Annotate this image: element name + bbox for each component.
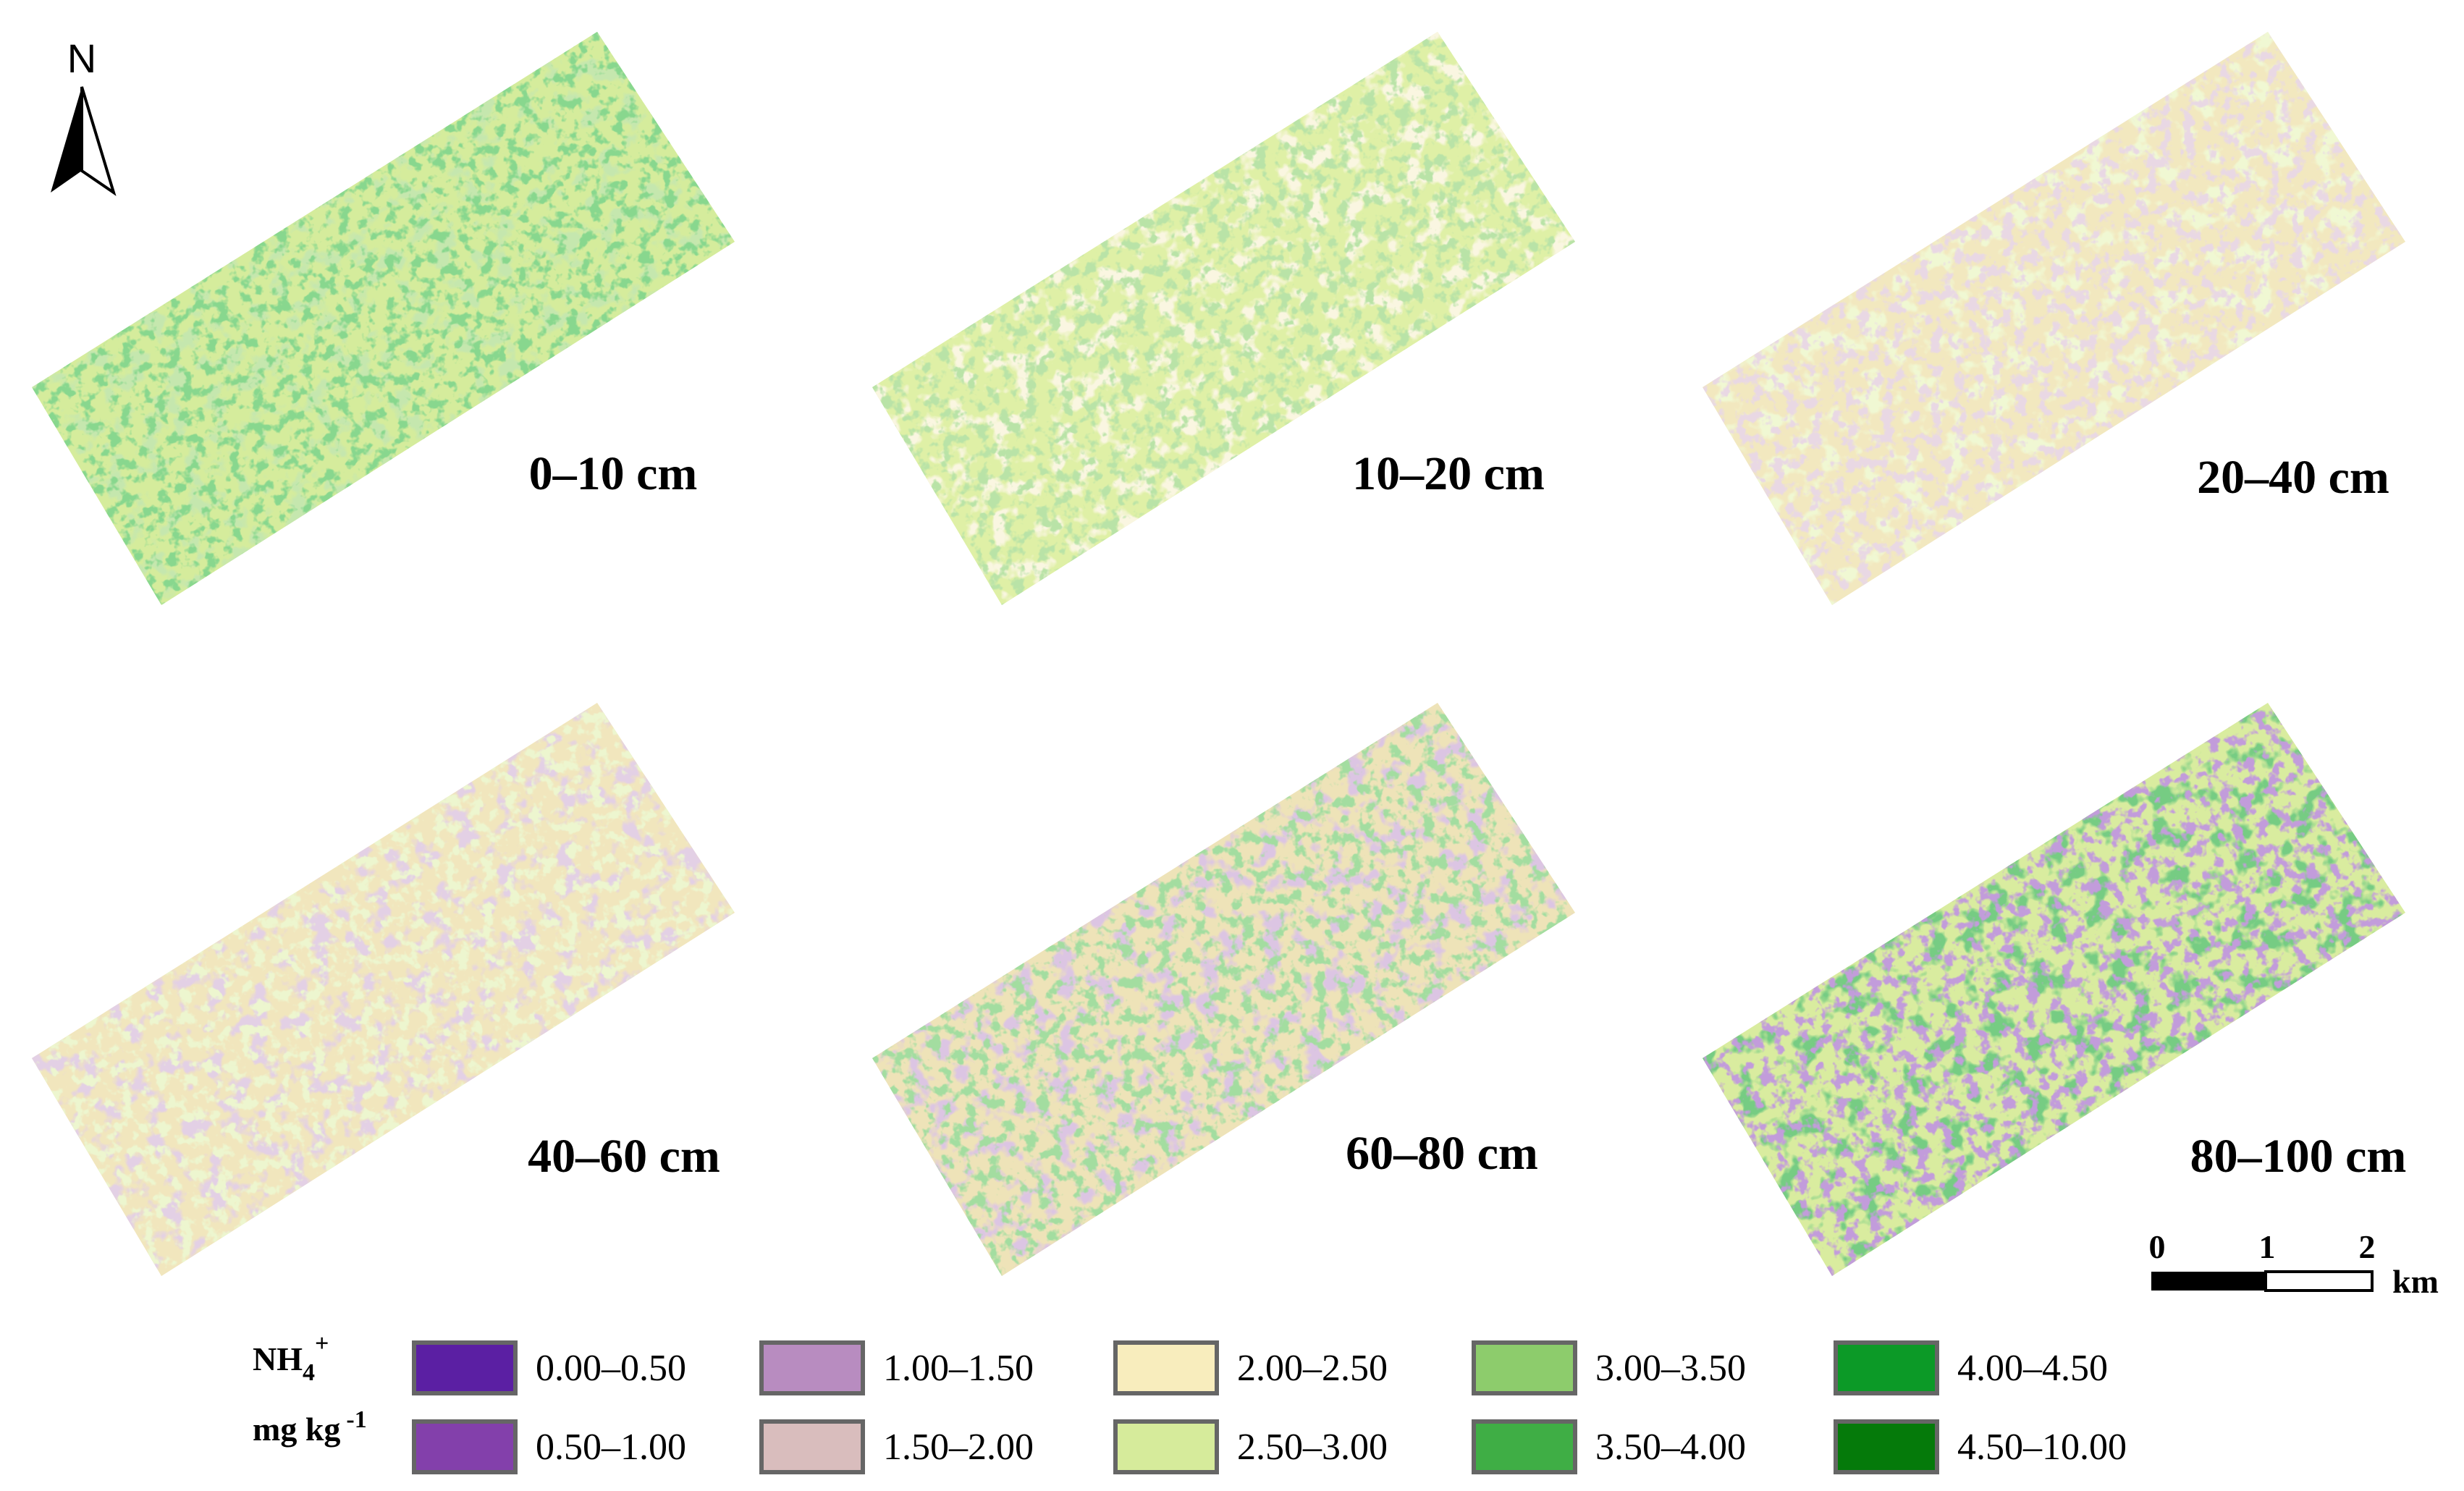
legend-label: 4.50–10.00: [1957, 1427, 2127, 1468]
map-panel: 10–20 cm: [872, 32, 1575, 605]
panel-label: 40–60 cm: [528, 1130, 720, 1183]
scale-tick: 1: [2259, 1228, 2276, 1265]
map-panel: 80–100 cm: [1703, 703, 2406, 1276]
legend-label: 0.00–0.50: [536, 1348, 686, 1389]
scale-unit: km: [2392, 1263, 2439, 1300]
scale-segment: [2151, 1272, 2266, 1291]
legend-swatch: [1834, 1419, 1939, 1474]
panel-label: 0–10 cm: [529, 447, 698, 500]
legend-swatch: [1472, 1419, 1577, 1474]
legend: NH4+ mg kg -1 0.00–0.50 0.50–1.00 1.00–1.50…: [253, 1330, 2127, 1474]
north-arrow-left: [51, 87, 82, 193]
scale-bar: 0 1 2 km: [2149, 1228, 2439, 1300]
legend-label: 2.50–3.00: [1237, 1427, 1388, 1468]
raster-texture: [32, 32, 735, 605]
panel-label: 60–80 cm: [1346, 1127, 1538, 1180]
legend-title: NH4+: [253, 1330, 329, 1386]
panel-label: 80–100 cm: [2190, 1130, 2407, 1183]
legend-label: 0.50–1.00: [536, 1427, 686, 1468]
legend-label: 2.00–2.50: [1237, 1348, 1388, 1389]
legend-title-sub: 4: [303, 1359, 315, 1386]
raster-texture: [1703, 32, 2405, 605]
scale-segment: [2264, 1270, 2374, 1292]
map-panel: 20–40 cm: [1703, 32, 2405, 605]
legend-title-sup: +: [315, 1330, 329, 1357]
north-arrow-right: [80, 86, 117, 196]
legend-swatch: [412, 1419, 518, 1474]
legend-unit-sup: -1: [346, 1406, 366, 1433]
legend-label: 3.50–4.00: [1595, 1427, 1746, 1468]
raster-texture: [32, 703, 735, 1276]
legend-swatch: [1834, 1340, 1939, 1395]
legend-swatch: [759, 1419, 865, 1474]
north-label: N: [67, 35, 96, 81]
raster-texture: [872, 32, 1575, 605]
panel-label: 20–40 cm: [2197, 451, 2389, 504]
raster-texture: [872, 703, 1575, 1276]
legend-label: 1.00–1.50: [883, 1348, 1034, 1389]
legend-swatch: [1472, 1340, 1577, 1395]
legend-label: 3.00–3.50: [1595, 1348, 1746, 1389]
legend-unit-base: mg kg: [253, 1411, 340, 1448]
legend-label: 1.50–2.00: [883, 1427, 1034, 1468]
legend-title-base: NH: [253, 1340, 303, 1377]
map-panel: 0–10 cm: [32, 32, 735, 605]
raster-texture: [1703, 703, 2405, 1276]
legend-unit: mg kg -1: [253, 1406, 367, 1448]
legend-swatch: [1113, 1419, 1219, 1474]
scale-tick: 0: [2149, 1228, 2166, 1265]
scale-tick: 2: [2359, 1228, 2376, 1265]
legend-swatch: [759, 1340, 865, 1395]
map-panel: 60–80 cm: [872, 703, 1575, 1276]
map-panels: 0–10 cm 10–20 cm 20–40 cm 40–60 cm 60–80 cm 8…: [32, 32, 2406, 1276]
map-panel: 40–60 cm: [32, 703, 735, 1276]
legend-label: 4.00–4.50: [1957, 1348, 2108, 1389]
legend-swatch: [412, 1340, 518, 1395]
legend-swatch: [1113, 1340, 1219, 1395]
north-arrow: N: [51, 35, 117, 196]
panel-label: 10–20 cm: [1352, 447, 1545, 500]
